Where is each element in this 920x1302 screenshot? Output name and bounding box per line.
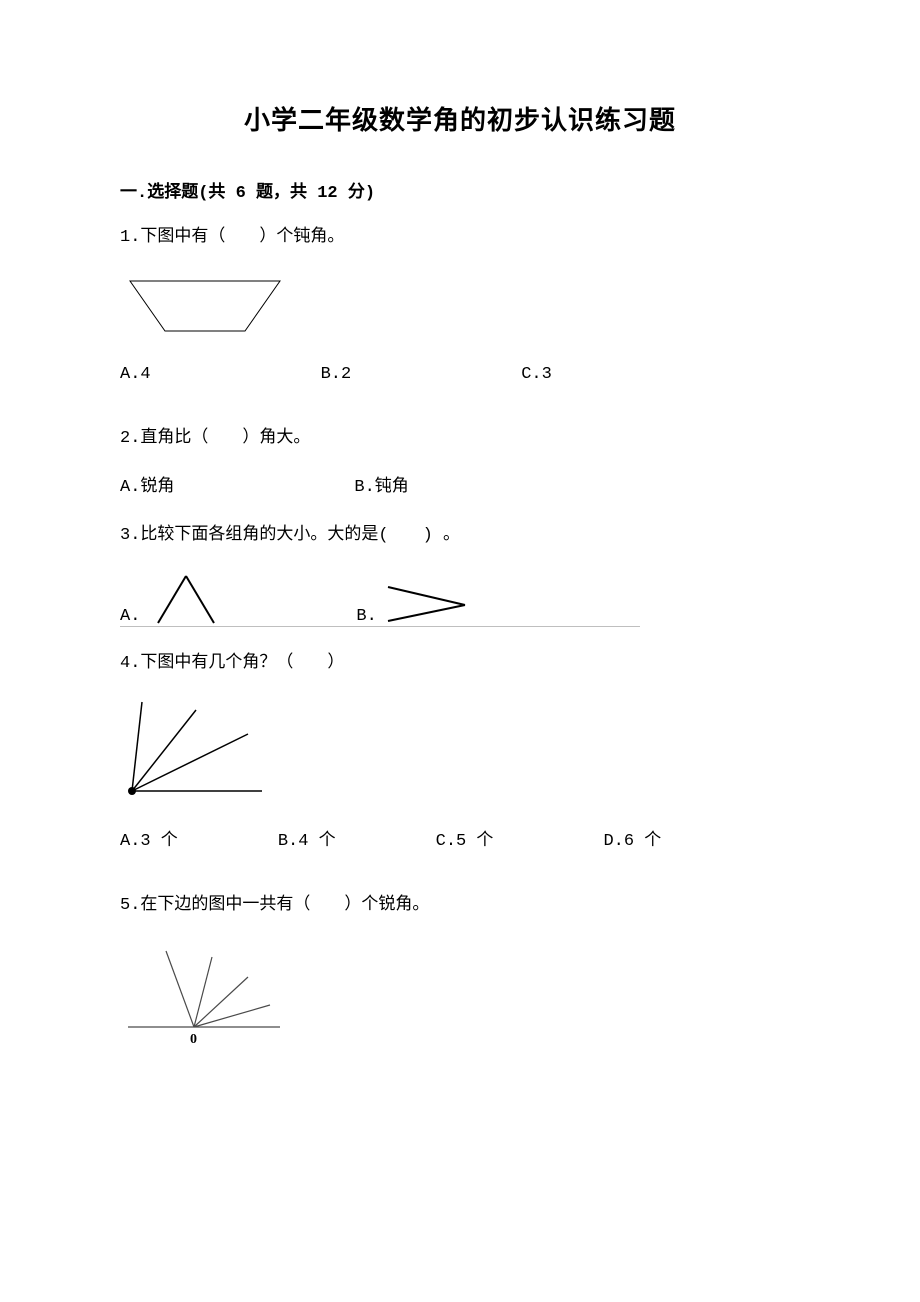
question-4-options: A.3 个 B.4 个 C.5 个 D.6 个 bbox=[120, 825, 800, 851]
question-1-figure bbox=[120, 271, 800, 341]
q4-option-b: B.4 个 bbox=[278, 825, 336, 851]
q3-option-b-prefix: B. bbox=[356, 607, 376, 626]
q3-option-a: A. bbox=[120, 571, 226, 626]
q1-option-c: C.3 bbox=[521, 365, 552, 384]
worksheet-page: 小学二年级数学角的初步认识练习题 一.选择题(共 6 题，共 12 分) 1.下… bbox=[0, 0, 920, 1302]
question-3-text: 3.比较下面各组角的大小。大的是( ) 。 bbox=[120, 523, 800, 549]
q3-option-a-prefix: A. bbox=[120, 607, 140, 626]
q4-option-d: D.6 个 bbox=[603, 825, 661, 851]
q3-option-b: B. bbox=[356, 581, 472, 626]
page-title: 小学二年级数学角的初步认识练习题 bbox=[120, 100, 800, 137]
question-2-text: 2.直角比（ ）角大。 bbox=[120, 426, 800, 452]
q2-option-b: B.钝角 bbox=[354, 471, 408, 497]
question-2-options: A.锐角 B.钝角 bbox=[120, 471, 800, 497]
rays-angle-icon bbox=[120, 696, 270, 801]
question-3-options: A. B. bbox=[120, 571, 640, 627]
q4-option-c: C.5 个 bbox=[436, 825, 494, 851]
section-1-header: 一.选择题(共 6 题，共 12 分) bbox=[120, 177, 800, 203]
acute-angles-icon: 0 bbox=[120, 939, 290, 1049]
trapezoid-icon bbox=[120, 271, 290, 341]
question-5-text: 5.在下边的图中一共有（ ）个锐角。 bbox=[120, 893, 800, 919]
q2-option-a: A.锐角 bbox=[120, 471, 174, 497]
question-5-figure: 0 bbox=[120, 939, 800, 1049]
question-4-figure bbox=[120, 696, 800, 801]
vertex-label: 0 bbox=[190, 1032, 197, 1047]
q1-option-b: B.2 bbox=[321, 365, 352, 384]
question-1-text: 1.下图中有（ ）个钝角。 bbox=[120, 225, 800, 251]
q1-option-a: A.4 bbox=[120, 365, 151, 384]
q4-option-a: A.3 个 bbox=[120, 825, 178, 851]
question-1-options: A.4 B.2 C.3 bbox=[120, 365, 800, 384]
angle-b-icon bbox=[383, 581, 473, 626]
angle-a-icon bbox=[146, 571, 226, 626]
question-4-text: 4.下图中有几个角？（ ） bbox=[120, 651, 800, 677]
